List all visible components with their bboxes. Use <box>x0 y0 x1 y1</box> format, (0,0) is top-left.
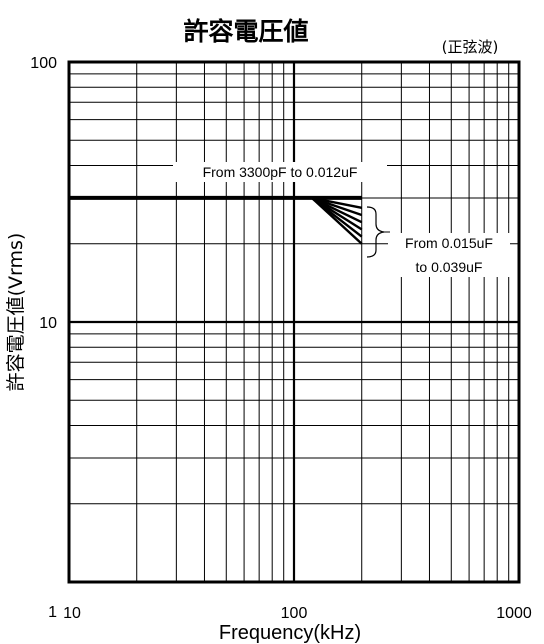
x-axis-label: Frequency(kHz) <box>219 622 361 644</box>
annotation-bg-2 <box>388 233 510 277</box>
y-tick-label: 10 <box>39 315 57 332</box>
x-tick-label: 1000 <box>496 605 532 622</box>
y-tick-label: 100 <box>30 55 57 72</box>
bracket <box>366 206 385 258</box>
chart-subtitle: (正弦波) <box>442 38 499 56</box>
y-tick-label: 1 <box>48 604 57 621</box>
annotation-range-2-line1: From 0.015uF <box>405 235 493 251</box>
annotation-bg-1 <box>173 162 387 182</box>
chart-title: 許容電圧値 <box>183 17 308 46</box>
x-tick-label: 10 <box>63 605 81 622</box>
annotation-range-2-line2: to 0.039uF <box>416 259 483 275</box>
plot-frame <box>67 60 521 584</box>
annotation-range-1: From 3300pF to 0.012uF <box>203 164 358 180</box>
series-lines <box>69 195 363 245</box>
grid-lines <box>69 62 519 582</box>
y-axis-label: 許容電圧値(Vrms) <box>5 233 27 392</box>
x-tick-label: 100 <box>281 605 308 622</box>
series-line-7 <box>69 196 363 245</box>
